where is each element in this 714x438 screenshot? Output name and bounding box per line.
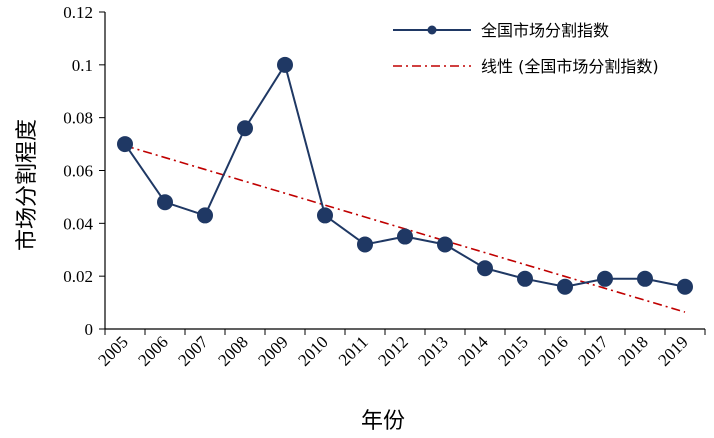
y-tick-label: 0.06 xyxy=(63,162,93,181)
legend-main-series-marker xyxy=(427,25,437,35)
main-series xyxy=(117,56,693,295)
data-point xyxy=(157,194,173,211)
x-tick-label: 2008 xyxy=(214,332,251,369)
x-tick-label: 2018 xyxy=(614,332,651,369)
y-tick-label: 0 xyxy=(85,320,94,339)
x-tick-label: 2017 xyxy=(574,332,612,370)
data-point xyxy=(637,270,653,287)
legend-trendline-label: 线性 (全国市场分割指数) xyxy=(481,57,659,76)
x-tick-label: 2007 xyxy=(174,332,212,370)
x-tick-label: 2006 xyxy=(134,332,171,369)
x-tick-label: 2019 xyxy=(654,332,691,369)
data-point xyxy=(277,56,293,73)
data-point xyxy=(477,260,493,277)
y-tick-label: 0.1 xyxy=(72,56,93,75)
x-tick-label: 2005 xyxy=(94,332,131,369)
y-axis-ticks: 0 0.02 0.04 0.06 0.08 0.1 0.12 xyxy=(63,3,105,339)
data-point xyxy=(197,207,213,224)
data-point xyxy=(517,270,533,287)
data-point xyxy=(677,278,693,295)
y-tick-label: 0.08 xyxy=(63,109,93,128)
legend: 全国市场分割指数 线性 (全国市场分割指数) xyxy=(393,21,659,76)
x-tick-label: 2010 xyxy=(294,332,331,369)
x-tick-label: 2009 xyxy=(254,332,291,369)
data-point xyxy=(317,207,333,224)
x-tick-label: 2013 xyxy=(414,332,451,369)
data-point xyxy=(357,236,373,253)
y-tick-label: 0.02 xyxy=(63,267,93,286)
x-tick-label: 2011 xyxy=(335,332,372,369)
x-tick-label: 2016 xyxy=(534,332,571,369)
data-point xyxy=(557,278,573,295)
data-point xyxy=(437,236,453,253)
main-series-line xyxy=(124,62,686,288)
y-tick-label: 0.12 xyxy=(63,3,93,22)
x-axis-ticks: 2005 2006 2007 2008 2009 2010 2011 2012 2013 2014… xyxy=(94,329,706,370)
y-tick-label: 0.04 xyxy=(63,214,93,233)
x-tick-label: 2015 xyxy=(494,332,531,369)
data-point xyxy=(237,120,253,137)
x-tick-label: 2012 xyxy=(374,332,411,369)
data-point xyxy=(397,228,413,245)
y-axis-title: 市场分割程度 xyxy=(15,119,40,251)
data-point xyxy=(597,270,613,287)
legend-main-series-label: 全国市场分割指数 xyxy=(481,21,609,40)
x-tick-label: 2014 xyxy=(454,332,492,370)
data-point xyxy=(117,136,133,153)
x-axis-title: 年份 xyxy=(361,409,405,434)
